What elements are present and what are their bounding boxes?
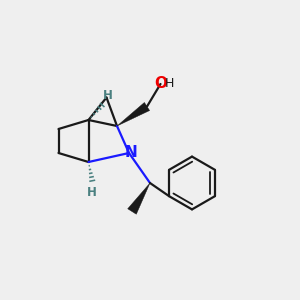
Text: O: O [154,76,167,91]
Text: H: H [165,77,174,90]
Text: H: H [87,186,96,200]
Polygon shape [117,103,150,126]
Text: H: H [103,89,112,102]
Polygon shape [128,183,150,214]
Text: N: N [124,145,137,160]
